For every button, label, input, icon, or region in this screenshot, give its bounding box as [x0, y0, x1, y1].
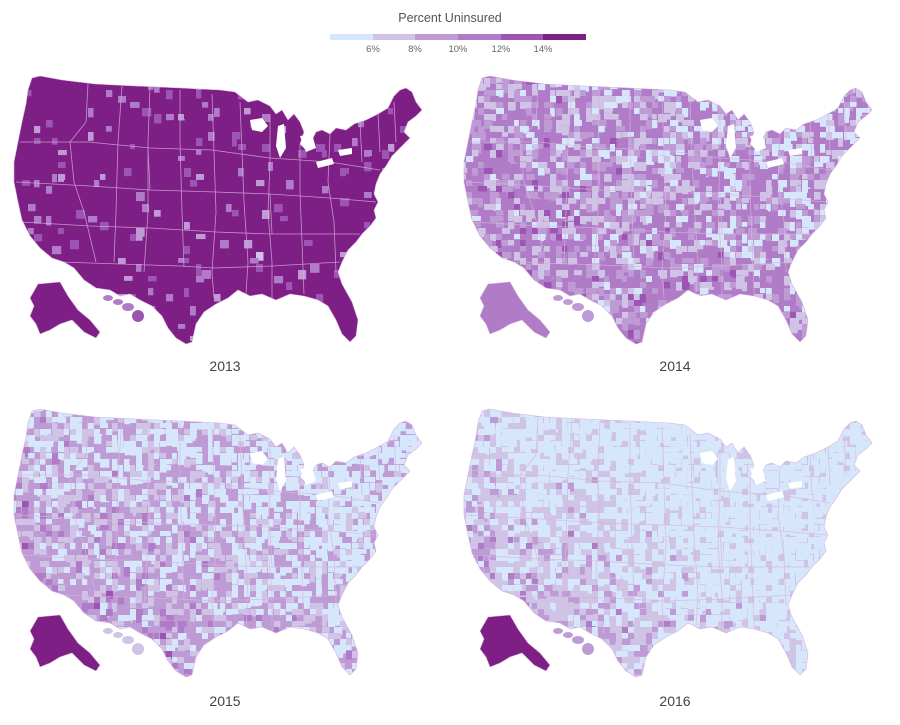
legend-swatch [415, 34, 459, 40]
contiguous-us-shape [14, 76, 422, 344]
legend-ticks: 6% 8% 10% 12% 14% [330, 44, 586, 58]
us-choropleth-map [13, 408, 423, 678]
map-year-label: 2016 [659, 693, 691, 709]
legend-tick: 8% [408, 44, 422, 55]
us-choropleth-map [463, 408, 873, 678]
us-choropleth-map [13, 75, 423, 345]
legend-tick: 6% [366, 44, 380, 55]
legend-color-scale [330, 34, 587, 40]
map-year-label: 2015 [209, 693, 241, 709]
legend-tick: 14% [533, 44, 553, 55]
great-lakes [700, 118, 802, 168]
map-year-label: 2013 [209, 358, 241, 374]
hawaii-islands [103, 295, 144, 322]
legend-tick: 10% [448, 44, 468, 55]
state-boundaries [465, 416, 847, 632]
legend-swatch [543, 34, 587, 40]
legend-swatch [330, 34, 373, 40]
hawaii-islands [553, 295, 594, 322]
map-panel-2014: 2014 [450, 62, 900, 392]
state-boundaries [15, 416, 397, 632]
map-panel-2015: 2015 [0, 395, 450, 725]
legend-title: Percent Uninsured [398, 11, 502, 25]
great-lakes [700, 451, 802, 501]
legend-swatch [458, 34, 501, 40]
legend-swatch [372, 34, 416, 40]
map-panel-2016: 2016 [450, 395, 900, 725]
us-choropleth-map [463, 75, 873, 345]
map-year-label: 2014 [659, 358, 691, 374]
alaska-shape [29, 614, 101, 672]
legend-swatch [500, 34, 544, 40]
alaska-shape [29, 281, 101, 339]
alaska-shape [479, 614, 551, 672]
hawaii-islands [103, 628, 144, 655]
hawaii-islands [553, 628, 594, 655]
color-legend: Percent Uninsured 6% 8% 10% 12% 14% [0, 0, 900, 60]
state-boundaries [465, 83, 847, 299]
great-lakes [250, 451, 352, 501]
map-panel-2013: 2013 [0, 62, 450, 392]
alaska-shape [479, 281, 551, 339]
great-lakes [250, 118, 352, 168]
legend-tick: 12% [491, 44, 511, 55]
